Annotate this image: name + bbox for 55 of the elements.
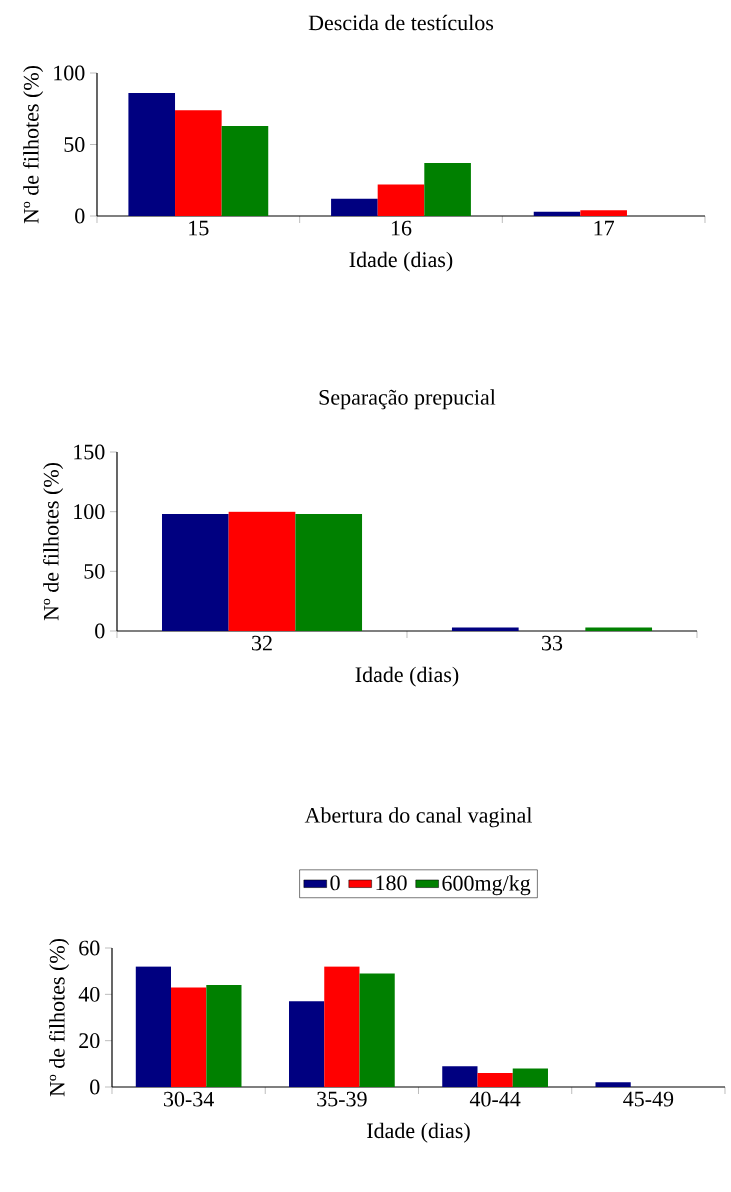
y-axis-title: Nº de filhotes (%) bbox=[22, 66, 44, 224]
bar bbox=[595, 1082, 631, 1088]
y-tick-label: 50 bbox=[84, 563, 105, 579]
bar bbox=[442, 1066, 478, 1088]
legend-label: 0 bbox=[330, 875, 340, 891]
y-tick-label: 150 bbox=[74, 444, 105, 460]
bar bbox=[331, 198, 378, 217]
bar bbox=[128, 93, 176, 217]
x-tick-label: 15 bbox=[189, 220, 209, 236]
bar bbox=[585, 627, 653, 632]
bar bbox=[324, 966, 360, 1088]
y-tick-label: 0 bbox=[75, 208, 85, 224]
bar bbox=[424, 163, 471, 217]
y-tick-label: 0 bbox=[95, 623, 105, 639]
legend-label: 180 bbox=[376, 875, 407, 891]
bar bbox=[359, 973, 395, 1088]
chart-title: Separação prepucial bbox=[319, 389, 496, 410]
chart-title: Abertura do canal vaginal bbox=[304, 807, 532, 828]
bar bbox=[171, 987, 207, 1088]
x-tick-label: 35-39 bbox=[317, 1091, 367, 1107]
chart-title: Descida de testículos bbox=[308, 14, 494, 31]
x-axis-title: Idade (dias) bbox=[349, 251, 453, 272]
bar bbox=[221, 125, 269, 217]
bar bbox=[580, 210, 627, 217]
bar bbox=[477, 1073, 513, 1088]
y-tick-label: 0 bbox=[90, 1079, 100, 1095]
y-tick-label: 100 bbox=[54, 65, 85, 81]
x-tick-label: 40-44 bbox=[469, 1091, 521, 1107]
bar bbox=[295, 514, 363, 632]
x-tick-label: 32 bbox=[252, 635, 272, 651]
y-tick-label: 60 bbox=[79, 940, 100, 956]
bar bbox=[451, 627, 519, 632]
bar bbox=[206, 985, 242, 1088]
y-axis-title: Nº de filhotes (%) bbox=[42, 463, 64, 621]
y-tick-label: 20 bbox=[79, 1033, 100, 1049]
y-axis-title: Nº de filhotes (%) bbox=[48, 939, 70, 1097]
y-tick-label: 40 bbox=[78, 986, 100, 1002]
bar bbox=[377, 184, 425, 217]
bar bbox=[228, 511, 296, 632]
y-tick-label: 50 bbox=[64, 137, 85, 152]
x-tick-label: 33 bbox=[542, 635, 563, 651]
bar bbox=[533, 211, 581, 217]
x-tick-label: 45-49 bbox=[623, 1091, 674, 1107]
legend-label: 600mg/kg bbox=[442, 875, 531, 896]
x-axis-title: Idade (dias) bbox=[355, 666, 459, 687]
x-axis-title: Idade (dias) bbox=[367, 1122, 470, 1143]
y-tick-label: 100 bbox=[74, 504, 105, 520]
x-tick-label: 16 bbox=[391, 220, 412, 236]
x-tick-label: 30-34 bbox=[164, 1091, 214, 1107]
bar bbox=[175, 110, 222, 217]
bar bbox=[289, 1001, 325, 1088]
bar bbox=[161, 514, 229, 632]
bar bbox=[512, 1068, 548, 1088]
x-tick-label: 17 bbox=[594, 220, 615, 236]
bar bbox=[135, 966, 171, 1088]
